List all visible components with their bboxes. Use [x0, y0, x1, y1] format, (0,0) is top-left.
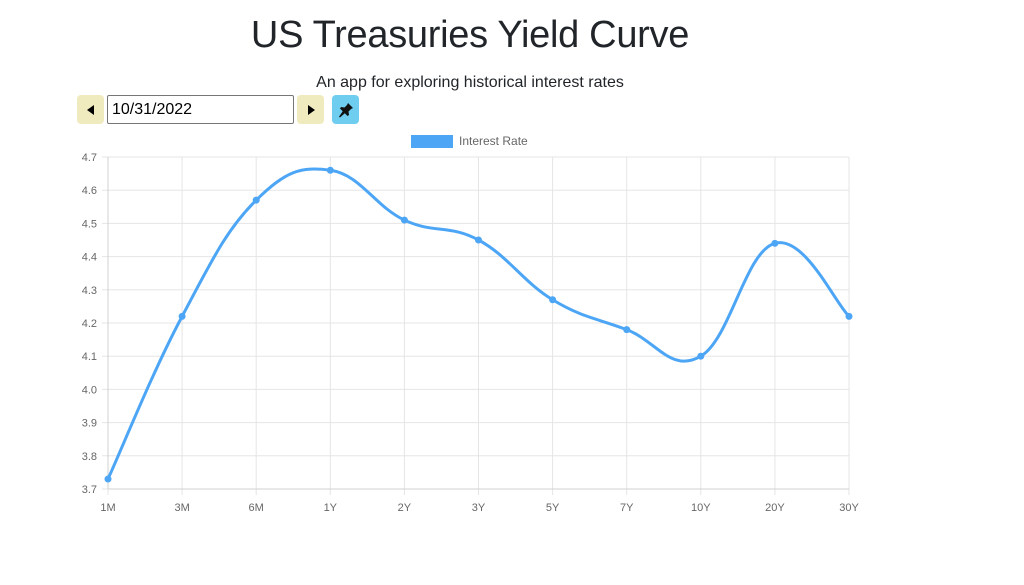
y-tick-label: 4.4 — [82, 252, 97, 264]
chart-grid — [102, 156, 850, 495]
date-input[interactable] — [107, 95, 294, 124]
legend-swatch — [411, 134, 453, 148]
caret-left-icon — [86, 104, 94, 115]
x-tick-label: 30Y — [839, 502, 859, 514]
page-title: US Treasuries Yield Curve — [250, 14, 690, 56]
previous-date-button[interactable] — [77, 95, 104, 124]
y-tick-label: 4.5 — [82, 218, 97, 230]
data-point[interactable] — [104, 475, 112, 483]
data-point[interactable] — [252, 196, 260, 204]
data-points — [104, 166, 853, 483]
y-tick-label: 4.1 — [82, 351, 97, 363]
data-point[interactable] — [400, 216, 408, 224]
y-tick-label: 3.9 — [82, 418, 97, 430]
data-point[interactable] — [771, 239, 779, 247]
caret-right-icon — [307, 104, 315, 115]
data-point[interactable] — [845, 312, 853, 320]
data-point[interactable] — [475, 236, 482, 244]
data-point[interactable] — [178, 312, 186, 320]
page-subtitle: An app for exploring historical interest… — [316, 74, 624, 91]
next-date-button[interactable] — [297, 95, 324, 124]
data-point[interactable] — [549, 296, 557, 304]
x-tick-label: 3Y — [472, 502, 486, 514]
x-tick-label: 10Y — [691, 502, 711, 514]
y-tick-label: 4.3 — [82, 285, 97, 297]
y-tick-label: 3.7 — [82, 484, 97, 496]
date-controls — [77, 95, 359, 124]
pin-icon — [338, 102, 353, 117]
x-tick-label: 3M — [174, 502, 189, 514]
y-tick-label: 4.2 — [82, 318, 97, 330]
data-point[interactable] — [623, 326, 631, 334]
interest-rate-line — [106, 167, 851, 480]
pin-button[interactable] — [332, 95, 359, 124]
x-tick-label: 6M — [249, 502, 264, 514]
x-tick-label: 5Y — [546, 502, 560, 514]
x-tick-label: 1Y — [324, 502, 338, 514]
x-axis: 1M 3M 6M 1Y 2Y 3Y 5Y 7Y 10Y 20Y 30Y — [100, 502, 859, 514]
x-tick-label: 7Y — [620, 502, 634, 514]
x-tick-label: 2Y — [398, 502, 412, 514]
y-axis: 3.7 3.8 3.9 4.0 4.1 4.2 4.3 4.4 4.5 4.6 4.7 — [82, 152, 97, 496]
x-tick-label: 1M — [100, 502, 115, 514]
y-tick-label: 4.6 — [82, 185, 97, 197]
chart-legend[interactable]: Interest Rate — [411, 134, 528, 148]
y-tick-label: 3.8 — [82, 451, 97, 463]
x-tick-label: 20Y — [765, 502, 785, 514]
data-point[interactable] — [697, 352, 705, 360]
y-tick-label: 4.0 — [82, 384, 97, 396]
data-point[interactable] — [326, 166, 334, 174]
legend-label: Interest Rate — [459, 134, 528, 148]
y-tick-label: 4.7 — [82, 152, 97, 164]
